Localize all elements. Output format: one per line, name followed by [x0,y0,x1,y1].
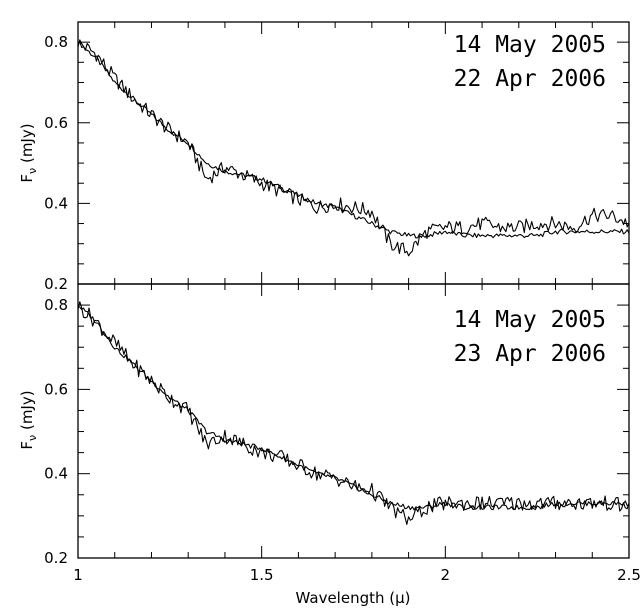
bottom-series-1-line [77,305,630,511]
bottom-legend-entry-1: 14 May 2005 [454,307,606,333]
x-axis-label: Wavelength (μ) [296,589,411,607]
bottom-y-axis-label: Fν (mJy) [18,390,39,449]
bottom-y-label-main: F [18,441,36,450]
top-y-label-sub: ν [26,168,39,174]
bottom-panel: 0.2 0.4 0.6 0.8 1 1.5 2 2.5 14 May 2005 23 Apr… [18,283,641,607]
top-y-tick-label: 0.8 [44,33,68,51]
top-y-label-unit: (mJy) [18,123,36,167]
bottom-x-tick-label: 1.5 [250,566,274,584]
bottom-series-lines [77,301,630,525]
bottom-plot-frame [77,283,630,559]
top-y-label-main: F [18,174,36,183]
bottom-y-label-sub: ν [26,435,39,441]
bottom-x-tick-labels: 1 1.5 2 2.5 [73,566,641,584]
bottom-y-tick-label: 0.2 [44,549,68,567]
bottom-series-2-line [77,301,630,525]
top-y-tick-label: 0.4 [44,194,68,212]
bottom-y-tick-label: 0.6 [44,380,68,398]
top-legend-entry-1: 14 May 2005 [454,32,606,58]
top-panel: 0.2 0.4 0.6 0.8 14 May 2005 22 Apr 2006 Fν … [18,21,630,293]
top-legend-entry-2: 22 Apr 2006 [454,66,606,92]
bottom-y-tick-label: 0.8 [44,296,68,314]
top-series-2-line [77,39,630,257]
top-series-lines [77,39,630,257]
bottom-legend-entry-2: 23 Apr 2006 [454,341,606,367]
bottom-x-tick-label: 1 [73,566,83,584]
bottom-y-label-unit: (mJy) [18,390,36,434]
bottom-ticks [77,283,630,559]
top-y-tick-label: 0.6 [44,114,68,132]
bottom-y-tick-labels: 0.2 0.4 0.6 0.8 [44,296,68,567]
top-y-tick-labels: 0.2 0.4 0.6 0.8 [44,33,68,293]
top-y-axis-label: Fν (mJy) [18,123,39,182]
bottom-x-tick-label: 2.5 [617,566,641,584]
top-ticks [77,21,630,285]
bottom-x-tick-label: 2 [441,566,451,584]
bottom-y-tick-label: 0.4 [44,465,68,483]
top-series-1-line [77,41,630,239]
top-y-tick-label: 0.2 [44,275,68,293]
top-plot-frame [77,21,630,285]
